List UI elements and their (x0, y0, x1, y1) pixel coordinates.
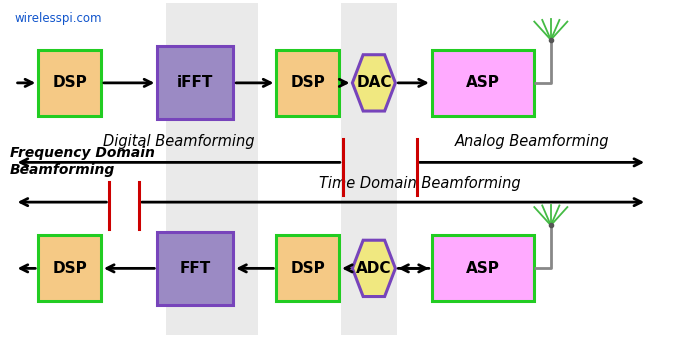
Bar (341, 3, 397, 335)
Bar (276, 50, 339, 116)
Text: FFT: FFT (180, 261, 211, 276)
Text: Digital Beamforming: Digital Beamforming (103, 134, 254, 149)
Polygon shape (352, 240, 396, 296)
Bar (165, 3, 258, 335)
Text: DSP: DSP (52, 261, 87, 276)
Bar (157, 232, 234, 305)
Polygon shape (352, 55, 396, 111)
Text: Frequency Domain
Beamforming: Frequency Domain Beamforming (10, 146, 155, 177)
Text: DSP: DSP (290, 75, 325, 90)
Text: Analog Beamforming: Analog Beamforming (455, 134, 610, 149)
Text: wirelesspi.com: wirelesspi.com (15, 11, 102, 25)
Bar (432, 235, 535, 301)
Text: ADC: ADC (356, 261, 392, 276)
Text: DAC: DAC (356, 75, 392, 90)
Bar (38, 50, 101, 116)
Text: ASP: ASP (466, 75, 500, 90)
Bar (276, 235, 339, 301)
Bar (157, 46, 234, 119)
Bar (432, 50, 535, 116)
Text: DSP: DSP (290, 261, 325, 276)
Text: iFFT: iFFT (177, 75, 213, 90)
Text: DSP: DSP (52, 75, 87, 90)
Text: Time Domain Beamforming: Time Domain Beamforming (319, 175, 520, 191)
Bar (38, 235, 101, 301)
Text: ASP: ASP (466, 261, 500, 276)
